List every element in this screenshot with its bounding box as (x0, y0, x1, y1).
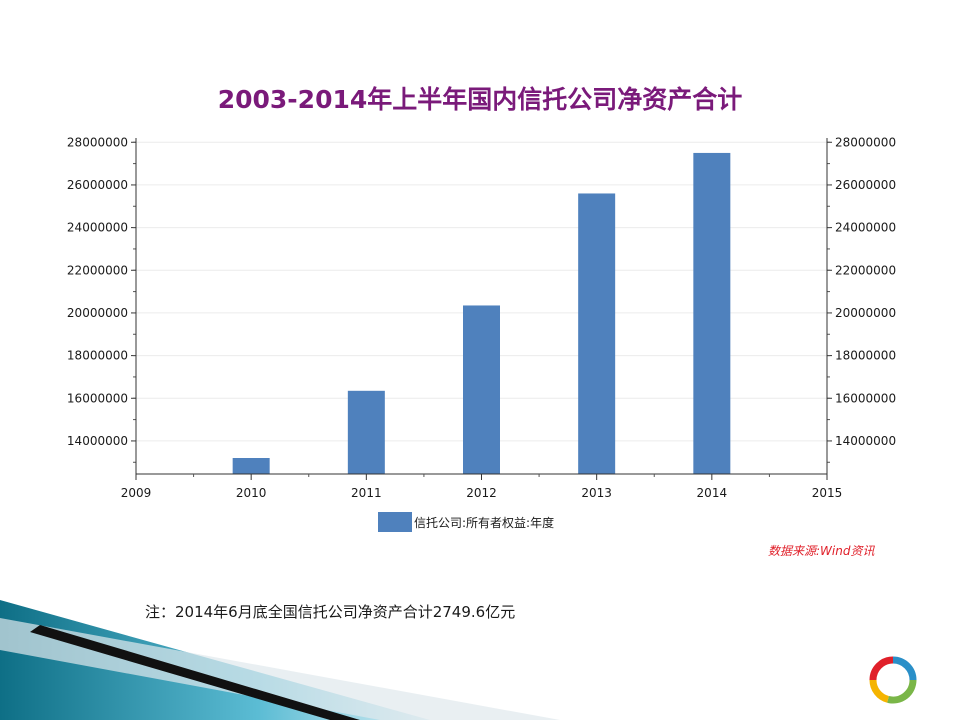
x-tick-label: 2011 (351, 486, 382, 500)
bar-2010 (232, 458, 270, 474)
bars (232, 152, 731, 474)
y-tick-label-right: 18000000 (835, 349, 896, 363)
legend: 信托公司:所有者权益:年度 (378, 512, 554, 532)
y-tick-label-right: 28000000 (835, 135, 896, 149)
footnote: 注：2014年6月底全国信托公司净资产合计2749.6亿元 (145, 603, 516, 621)
y-tick-label-left: 18000000 (67, 349, 128, 363)
legend-swatch (378, 512, 412, 532)
y-tick-label-right: 24000000 (835, 221, 896, 235)
y-tick-label-right: 26000000 (835, 178, 896, 192)
bar-2014 (693, 152, 731, 474)
y-tick-label-left: 22000000 (67, 263, 128, 277)
y-tick-label-left: 14000000 (67, 434, 128, 448)
x-tick-label: 2013 (581, 486, 612, 500)
y-tick-label-right: 22000000 (835, 263, 896, 277)
bar-2013 (578, 193, 616, 474)
x-tick-label: 2014 (697, 486, 728, 500)
decorative-swoosh (0, 600, 560, 720)
x-tick-label: 2010 (236, 486, 267, 500)
y-tick-label-left: 20000000 (67, 306, 128, 320)
y-tick-label-left: 26000000 (67, 178, 128, 192)
axes: 28000000 28000000 26000000 26000000 24000000… (67, 135, 896, 500)
y-tick-label-right: 16000000 (835, 391, 896, 405)
bar-2011 (347, 390, 385, 474)
y-tick-label-left: 24000000 (67, 221, 128, 235)
ring-logo-icon (869, 656, 917, 704)
y-tick-label-left: 16000000 (67, 391, 128, 405)
data-source-label: 数据来源:Wind资讯 (768, 544, 875, 558)
y-tick-label-right: 14000000 (835, 434, 896, 448)
chart-title: 2003-2014年上半年国内信托公司净资产合计 (217, 85, 743, 114)
legend-label: 信托公司:所有者权益:年度 (414, 515, 554, 530)
bar-2012 (463, 305, 500, 474)
x-tick-label: 2012 (466, 486, 497, 500)
y-tick-label-left: 28000000 (67, 135, 128, 149)
y-tick-label-right: 20000000 (835, 306, 896, 320)
x-tick-label: 2015 (812, 486, 843, 500)
x-tick-label: 2009 (121, 486, 152, 500)
